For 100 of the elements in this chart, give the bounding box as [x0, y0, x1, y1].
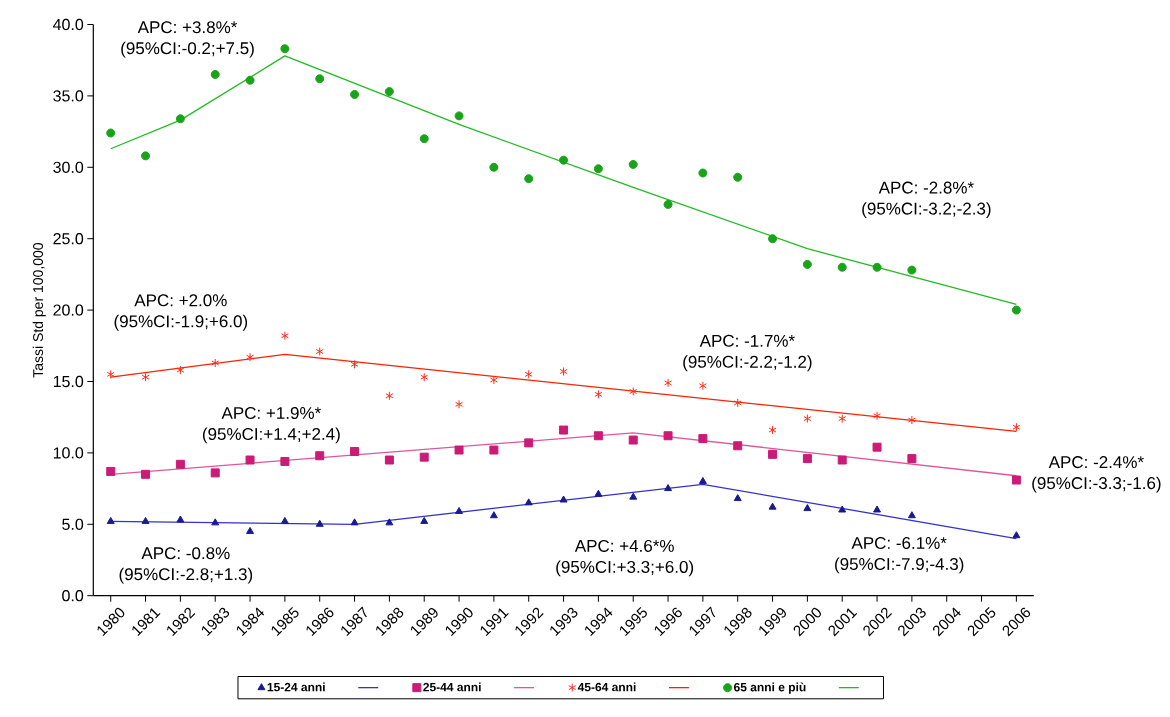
point [210, 69, 220, 79]
point [593, 431, 603, 441]
point [907, 415, 916, 425]
point [907, 454, 917, 464]
point [246, 352, 255, 362]
annotation: APC: +1.9%* (95%CI:+1.4;+2.4) [202, 406, 340, 444]
y-tick-label: 0.0 [62, 590, 84, 602]
point [838, 505, 847, 513]
legend-label: 65 anni e più [734, 682, 806, 694]
point [106, 466, 116, 476]
point [524, 438, 534, 448]
point [768, 234, 778, 244]
annotation: APC: -1.7%* (95%CI:-2.2;-1.2) [683, 334, 812, 372]
point [524, 174, 534, 184]
point [246, 526, 255, 534]
point [106, 128, 116, 138]
point [454, 445, 464, 455]
point [141, 151, 151, 161]
point [698, 381, 707, 391]
point [419, 134, 429, 144]
point [350, 89, 360, 99]
legend-label: 25-44 anni [423, 682, 481, 692]
point [141, 469, 151, 479]
point [872, 442, 882, 452]
point [663, 199, 673, 209]
point [629, 386, 638, 396]
point [768, 449, 778, 459]
point [594, 489, 603, 497]
point [384, 87, 394, 97]
point [559, 155, 569, 165]
point [873, 411, 882, 421]
point [628, 435, 638, 445]
y-tick-label: 20.0 [53, 304, 84, 316]
point [315, 519, 324, 527]
point [489, 375, 498, 385]
point [1012, 422, 1021, 432]
point [210, 468, 220, 478]
y-tick-label: 30.0 [53, 161, 84, 173]
point [315, 74, 325, 84]
annotation: APC: -2.8%* (95%CI:-3.2;-2.3) [862, 181, 991, 218]
y-tick-label: 15.0 [53, 375, 84, 388]
point [280, 331, 289, 341]
point [245, 455, 255, 465]
point [802, 454, 812, 464]
point [385, 518, 394, 526]
point [350, 446, 360, 456]
point [664, 378, 673, 388]
point [211, 518, 220, 526]
point [733, 172, 743, 182]
point [698, 168, 708, 178]
annotation: APC: +4.6*% (95%CI:+3.3;+6.0) [556, 539, 694, 577]
point [175, 459, 185, 469]
point [559, 366, 568, 376]
point [524, 369, 533, 379]
point [803, 414, 812, 424]
point [733, 398, 742, 408]
point [838, 414, 847, 424]
y-tick-label: 5.0 [62, 518, 84, 530]
point [489, 162, 499, 172]
point [315, 347, 324, 356]
point [733, 494, 742, 502]
point [419, 452, 429, 462]
y-axis-title: Tassi Std per 100,000 [32, 242, 46, 378]
point [455, 506, 464, 514]
point [803, 504, 812, 512]
point [629, 492, 638, 500]
point [802, 259, 812, 269]
point [837, 262, 847, 272]
point [907, 511, 916, 519]
annotation: APC: -2.4%* (95%CI:-3.3;-1.6) [1032, 456, 1161, 493]
annotation: APC: -6.1%* (95%CI:-7.9;-4.3) [835, 536, 964, 574]
point [280, 516, 289, 524]
point [559, 425, 569, 435]
point [1012, 531, 1021, 539]
point [768, 425, 777, 435]
point [106, 516, 115, 524]
point [455, 399, 464, 409]
annotation: APC: +2.0% (95%CI:-1.9;+6.0) [114, 294, 248, 331]
y-tick-label: 25.0 [53, 233, 84, 245]
point [733, 441, 743, 451]
annotation: APC: -0.8% (95%CI:-2.8;+1.3) [119, 547, 253, 584]
point [837, 455, 847, 465]
point [559, 495, 568, 503]
point [245, 75, 255, 85]
point [663, 431, 673, 441]
point [420, 372, 429, 382]
point [175, 114, 185, 124]
point [350, 518, 359, 526]
point [489, 445, 499, 455]
point [280, 44, 290, 54]
point [698, 434, 708, 444]
point [768, 502, 777, 510]
point [176, 515, 185, 523]
point [664, 484, 673, 492]
point [454, 111, 464, 121]
point [594, 389, 603, 399]
legend-label: 45-64 anni [577, 682, 636, 692]
point [873, 505, 882, 513]
point [280, 456, 290, 466]
point [384, 455, 394, 465]
